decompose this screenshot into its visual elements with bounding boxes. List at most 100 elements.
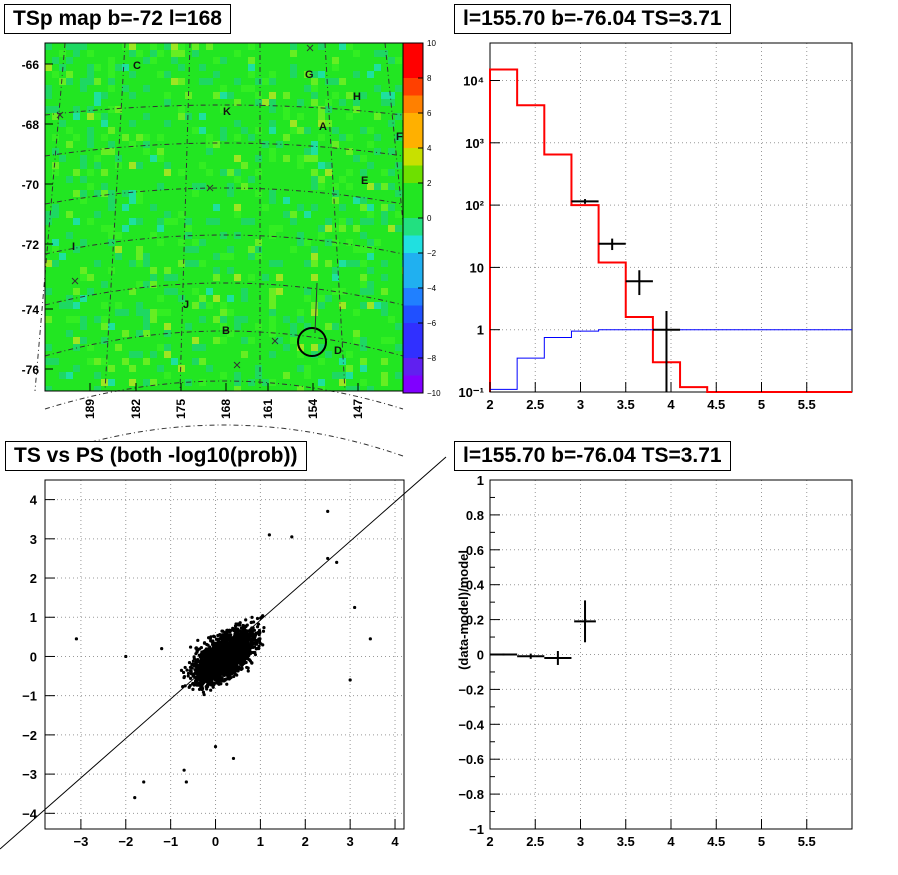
map-pixel	[66, 211, 73, 218]
map-pixel	[325, 169, 332, 176]
map-pixel	[122, 43, 129, 50]
map-pixel	[73, 316, 80, 323]
map-pixel	[290, 71, 297, 78]
colorbar-bin	[403, 323, 423, 341]
map-pixel	[381, 358, 388, 365]
map-pixel	[80, 176, 87, 183]
map-pixel	[164, 169, 171, 176]
map-pixel	[80, 190, 87, 197]
scatter-point	[236, 651, 240, 655]
map-pixel	[227, 267, 234, 274]
map-pixel	[87, 274, 94, 281]
spectrum-panel: 2 2.5 3 3.5 4 4.5 5 5.5 10⁻¹ 1 10 10² 10³ 10⁴	[458, 42, 853, 412]
map-pixel	[304, 365, 311, 372]
map-pixel	[395, 57, 402, 64]
map-pixel	[150, 309, 157, 316]
map-pixel	[283, 344, 290, 351]
map-pixel	[367, 386, 374, 391]
scatter-point	[188, 676, 193, 680]
map-pixel	[199, 316, 206, 323]
map-pixel	[269, 309, 276, 316]
map-pixel	[150, 281, 157, 288]
map-pixel	[94, 211, 101, 218]
map-pixel	[122, 225, 129, 232]
map-pixel	[332, 64, 339, 71]
map-pixel	[136, 260, 143, 267]
map-pixel	[318, 162, 325, 169]
map-pixel	[192, 43, 199, 50]
scatter-point	[238, 621, 242, 625]
scatter-point	[230, 653, 234, 657]
scatter-point	[212, 681, 216, 685]
map-pixel	[311, 148, 318, 155]
map-source-label: C	[133, 60, 141, 72]
residual-y-tick-label: −0.2	[458, 682, 484, 697]
map-pixel	[150, 351, 157, 358]
map-pixel	[339, 225, 346, 232]
map-pixel	[255, 78, 262, 85]
map-pixel	[101, 379, 108, 386]
map-pixel	[220, 134, 227, 141]
map-pixel	[178, 43, 185, 50]
map-pixel	[374, 113, 381, 120]
map-pixel	[136, 134, 143, 141]
map-pixel	[241, 183, 248, 190]
map-pixel	[178, 50, 185, 57]
map-pixel	[178, 169, 185, 176]
residual-y-axis-label: (data-model)/model	[456, 550, 471, 670]
scatter-point	[244, 660, 248, 665]
map-pixel	[171, 78, 178, 85]
map-pixel	[255, 155, 262, 162]
colorbar-bin	[403, 235, 423, 254]
scatter-point	[252, 628, 257, 632]
map-pixel	[220, 106, 227, 113]
map-pixel	[101, 169, 108, 176]
map-pixel	[269, 351, 276, 358]
map-pixel	[73, 302, 80, 309]
scatter-point	[235, 644, 239, 648]
map-source-marker	[71, 277, 79, 285]
scatter-point	[249, 620, 253, 625]
map-pixel	[388, 225, 395, 232]
scatter-point	[236, 623, 240, 627]
map-pixel	[353, 386, 360, 391]
map-pixel	[115, 106, 122, 113]
map-pixel	[381, 169, 388, 176]
map-pixel	[164, 288, 171, 295]
map-pixel	[164, 120, 171, 127]
map-pixel	[101, 183, 108, 190]
map-pixel	[318, 302, 325, 309]
map-pixel	[73, 337, 80, 344]
map-pixel	[171, 274, 178, 281]
map-pixel	[290, 218, 297, 225]
map-pixel	[388, 57, 395, 64]
scatter-point	[225, 628, 230, 632]
map-pixel	[360, 274, 367, 281]
scatter-point	[246, 644, 250, 648]
map-pixel	[248, 337, 255, 344]
scatter-point	[246, 666, 250, 670]
scatter-point	[194, 679, 198, 683]
map-pixel	[143, 358, 150, 365]
scatter-point	[253, 653, 258, 657]
map-pixel	[395, 113, 402, 120]
map-pixel	[360, 337, 367, 344]
map-pixel	[290, 211, 297, 218]
map-pixel	[325, 323, 332, 330]
map-pixel	[325, 162, 332, 169]
scatter-point	[239, 633, 244, 638]
map-pixel	[178, 106, 185, 113]
map-pixel	[255, 323, 262, 330]
map-pixel	[374, 64, 381, 71]
map-pixel	[353, 337, 360, 344]
map-pixel	[129, 197, 136, 204]
map-pixel	[206, 288, 213, 295]
map-pixel	[94, 92, 101, 99]
map-pixel	[346, 113, 353, 120]
map-pixel	[227, 183, 234, 190]
scatter-point	[191, 687, 195, 691]
map-pixel	[45, 211, 52, 218]
map-pixel	[234, 323, 241, 330]
map-pixel	[178, 64, 185, 71]
map-pixel	[150, 232, 157, 239]
